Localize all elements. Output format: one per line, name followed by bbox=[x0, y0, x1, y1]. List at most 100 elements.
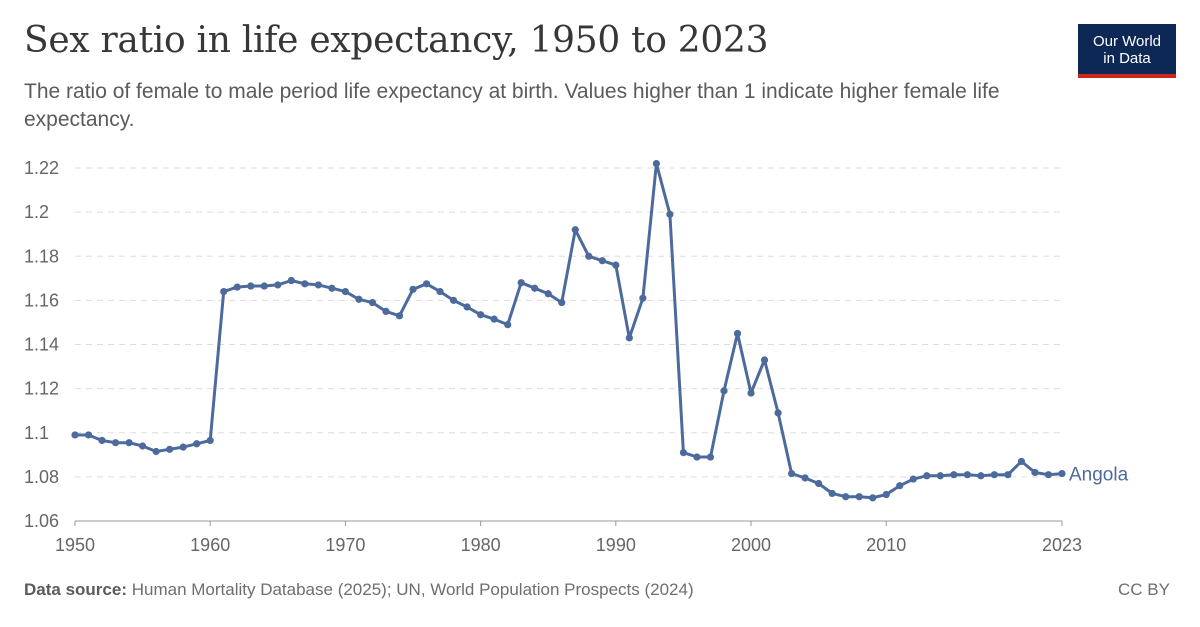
data-point bbox=[301, 280, 309, 288]
x-tick-label: 1980 bbox=[461, 535, 501, 555]
y-tick-label: 1.06 bbox=[24, 511, 59, 531]
data-point bbox=[328, 284, 336, 292]
data-point bbox=[179, 443, 187, 451]
data-point bbox=[720, 387, 728, 395]
data-point bbox=[666, 210, 674, 218]
data-point bbox=[193, 440, 201, 448]
data-point bbox=[909, 475, 917, 483]
logo-line-2: in Data bbox=[1103, 50, 1151, 67]
data-point bbox=[233, 283, 241, 291]
x-tick-label: 2023 bbox=[1042, 535, 1082, 555]
x-tick-label: 1960 bbox=[190, 535, 230, 555]
data-point bbox=[882, 490, 890, 499]
data-point bbox=[706, 453, 715, 461]
data-point bbox=[125, 439, 133, 447]
data-point bbox=[733, 329, 742, 338]
data-point bbox=[544, 290, 552, 298]
data-point bbox=[98, 436, 106, 445]
data-point bbox=[598, 257, 606, 265]
data-point bbox=[422, 280, 431, 288]
y-tick-label: 1.2 bbox=[24, 202, 49, 222]
x-axis: 1950 1960 1970 1980 1990 2000 2010 2023 bbox=[55, 520, 1082, 555]
data-point bbox=[517, 279, 525, 287]
x-tick-label: 1990 bbox=[596, 535, 636, 555]
data-point bbox=[1031, 468, 1039, 477]
data-point bbox=[923, 472, 931, 480]
data-point bbox=[747, 389, 755, 397]
data-point bbox=[274, 281, 282, 289]
data-point bbox=[436, 287, 444, 296]
data-point bbox=[463, 303, 471, 311]
chart-title: Sex ratio in life expectancy, 1950 to 20… bbox=[24, 20, 769, 61]
y-gridlines bbox=[75, 167, 1062, 478]
data-point bbox=[855, 493, 863, 501]
data-point bbox=[477, 311, 485, 319]
series-line-angola bbox=[73, 162, 1064, 500]
data-point bbox=[896, 482, 904, 490]
data-point bbox=[247, 282, 255, 290]
series-label-angola: Angola bbox=[1069, 465, 1129, 486]
data-point bbox=[842, 493, 850, 501]
data-point bbox=[1058, 469, 1066, 478]
data-point bbox=[490, 315, 498, 323]
data-point bbox=[382, 307, 390, 316]
data-point bbox=[139, 442, 147, 450]
data-point bbox=[449, 296, 458, 304]
data-point bbox=[760, 356, 769, 364]
data-point bbox=[1004, 471, 1012, 479]
y-tick-label: 1.12 bbox=[24, 379, 59, 399]
data-point bbox=[571, 226, 579, 234]
license-link[interactable]: CC BY bbox=[1118, 580, 1170, 599]
y-tick-label: 1.16 bbox=[24, 290, 59, 310]
x-tick-label: 2000 bbox=[731, 535, 771, 555]
data-point bbox=[166, 445, 174, 453]
data-source-text: Human Mortality Database (2025); UN, Wor… bbox=[131, 580, 694, 599]
data-point bbox=[990, 471, 998, 479]
data-point bbox=[355, 295, 363, 303]
data-point bbox=[531, 284, 539, 292]
data-point bbox=[220, 287, 228, 296]
data-point bbox=[679, 449, 688, 457]
data-point bbox=[787, 469, 796, 478]
data-point bbox=[963, 471, 971, 479]
data-point bbox=[1044, 471, 1053, 479]
data-point bbox=[71, 431, 79, 439]
data-point bbox=[111, 439, 120, 447]
logo-line-1: Our World bbox=[1092, 33, 1162, 50]
y-tick-labels: 1.06 1.08 1.1 1.12 1.14 1.16 1.18 1.2 1.22 bbox=[24, 158, 59, 531]
data-point bbox=[152, 447, 160, 456]
series-group: Angola bbox=[71, 159, 1129, 502]
data-source-label: Data source: bbox=[24, 580, 127, 599]
data-point bbox=[287, 276, 295, 285]
y-tick-label: 1.08 bbox=[24, 467, 59, 487]
data-point bbox=[950, 471, 958, 479]
data-point bbox=[1017, 457, 1026, 466]
data-point bbox=[693, 453, 701, 461]
y-tick-label: 1.22 bbox=[24, 158, 59, 178]
data-point bbox=[395, 312, 404, 320]
data-point bbox=[409, 285, 417, 293]
x-tick-label: 1950 bbox=[55, 535, 95, 555]
data-point bbox=[84, 431, 93, 439]
x-tick-label: 2010 bbox=[866, 535, 906, 555]
data-point bbox=[585, 252, 593, 260]
data-point bbox=[368, 298, 377, 307]
data-point bbox=[341, 287, 350, 296]
data-point bbox=[774, 409, 782, 417]
data-point bbox=[314, 281, 322, 289]
data-point bbox=[206, 436, 214, 445]
data-point bbox=[260, 282, 268, 290]
data-point bbox=[828, 489, 836, 498]
data-point bbox=[639, 294, 647, 302]
data-point bbox=[869, 494, 877, 502]
data-point bbox=[936, 472, 944, 480]
owid-logo[interactable]: Our World in Data bbox=[1078, 24, 1176, 78]
data-point bbox=[625, 334, 633, 342]
y-tick-label: 1.1 bbox=[24, 423, 49, 443]
data-source: Data source: Human Mortality Database (2… bbox=[24, 580, 694, 600]
data-point bbox=[801, 474, 809, 482]
x-tick-label: 1970 bbox=[325, 535, 365, 555]
data-point bbox=[558, 298, 566, 307]
y-tick-label: 1.18 bbox=[24, 246, 59, 266]
